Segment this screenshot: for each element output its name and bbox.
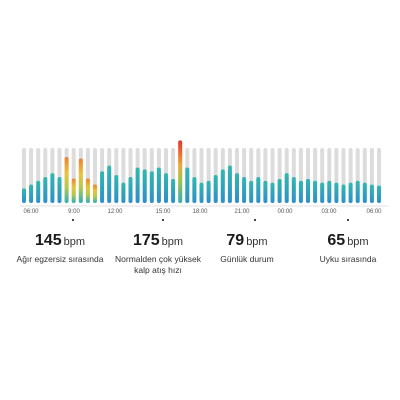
stat-label: Günlük durum bbox=[220, 254, 274, 264]
x-tick-label: 18:00 bbox=[192, 209, 208, 215]
heart-rate-bar bbox=[199, 182, 204, 203]
x-tick-label: 21:00 bbox=[234, 209, 250, 215]
heart-rate-bar bbox=[277, 178, 282, 203]
stat-label: Normalden çok yüksek kalp atış hızı bbox=[115, 254, 201, 275]
heart-rate-bar bbox=[121, 182, 126, 203]
heart-rate-bar bbox=[192, 176, 197, 203]
stat-item: 65 bpm Uyku sırasında bbox=[298, 231, 398, 265]
stat-item: 79 bpm Günlük durum bbox=[197, 231, 297, 265]
heart-rate-bar bbox=[362, 182, 367, 203]
stat-unit: bpm bbox=[63, 236, 86, 248]
x-tick-label: 03:00 bbox=[321, 209, 337, 215]
heart-rate-bar bbox=[334, 182, 339, 203]
heart-rate-bar bbox=[64, 157, 69, 203]
heart-rate-bar bbox=[36, 180, 41, 203]
heart-rate-bar bbox=[284, 173, 289, 203]
stat-marker-dot bbox=[253, 218, 257, 222]
x-tick-label: 06:00 bbox=[23, 209, 39, 215]
stat-item: 145 bpm Ağır egzersiz sırasında bbox=[10, 231, 110, 265]
stat-unit: bpm bbox=[347, 236, 369, 248]
heart-rate-bar bbox=[171, 178, 176, 203]
heart-rate-bar bbox=[85, 178, 90, 203]
heart-rate-bar bbox=[78, 158, 83, 203]
heart-rate-bar bbox=[249, 180, 254, 203]
heart-rate-bar bbox=[93, 184, 97, 203]
heart-rate-bar bbox=[156, 167, 161, 203]
stat-value: 145 bbox=[34, 232, 62, 249]
heart-rate-bar bbox=[256, 176, 261, 203]
heart-rate-bar bbox=[270, 182, 275, 203]
heart-rate-bar bbox=[164, 173, 168, 203]
x-tick-label: 12:00 bbox=[107, 209, 123, 215]
heart-rate-bar bbox=[377, 185, 381, 203]
heart-rate-bar bbox=[242, 176, 247, 203]
heart-rate-bar bbox=[206, 180, 211, 203]
x-tick-label: 06:00 bbox=[366, 209, 382, 215]
stat-unit: bpm bbox=[246, 236, 268, 248]
x-tick-label: 9:00 bbox=[68, 209, 80, 215]
stat-marker-dot bbox=[71, 218, 75, 222]
heart-rate-bar bbox=[320, 182, 325, 203]
stat-label: Ağır egzersiz sırasında bbox=[16, 254, 104, 264]
x-tick-label: 15:00 bbox=[155, 209, 171, 215]
heart-rate-bar bbox=[220, 169, 225, 203]
heart-rate-bar bbox=[313, 180, 318, 203]
heart-rate-bar bbox=[369, 184, 374, 203]
heart-rate-bar bbox=[128, 176, 133, 203]
heart-rate-chart: 06:00 9:00 12:00 15:00 18:00 21:00 00:00 03:00 0… bbox=[20, 140, 388, 222]
stat-item: 175 bpm Normalden çok yüksek kalp atış hız… bbox=[108, 231, 208, 276]
x-tick-labels: 06:00 9:00 12:00 15:00 18:00 21:00 00:00 03:00 0… bbox=[23, 209, 382, 215]
stat-markers bbox=[71, 218, 350, 222]
stat-label: Uyku sırasında bbox=[319, 254, 377, 264]
heart-rate-bar bbox=[114, 175, 119, 203]
bar-series bbox=[22, 140, 381, 203]
stat-value: 175 bbox=[132, 232, 160, 249]
stat-value: 79 bbox=[226, 232, 245, 249]
stat-value-line: 175 bpm bbox=[108, 231, 208, 252]
x-tick-label: 00:00 bbox=[277, 209, 293, 215]
stat-marker-dot bbox=[161, 218, 165, 222]
stat-value-line: 145 bpm bbox=[10, 231, 110, 252]
heart-rate-bar bbox=[355, 180, 360, 203]
stat-unit: bpm bbox=[161, 236, 184, 248]
heart-rate-bar bbox=[29, 184, 34, 203]
heart-rate-bar bbox=[263, 180, 268, 203]
heart-rate-bar bbox=[71, 178, 76, 203]
heart-rate-bar bbox=[178, 140, 183, 203]
heart-rate-bar bbox=[135, 167, 140, 203]
stat-value: 65 bbox=[327, 232, 346, 249]
heart-rate-bar bbox=[149, 171, 154, 203]
heart-rate-bar bbox=[348, 182, 353, 203]
heart-rate-bar bbox=[298, 180, 303, 203]
heart-rate-bar bbox=[213, 175, 218, 203]
heart-rate-bar bbox=[50, 173, 55, 203]
heart-rate-bar bbox=[100, 171, 105, 203]
heart-rate-bar bbox=[227, 165, 232, 203]
heart-rate-bar bbox=[341, 184, 346, 203]
heart-rate-bar bbox=[291, 176, 296, 203]
stat-value-line: 79 bpm bbox=[197, 231, 297, 252]
heart-rate-bar bbox=[57, 176, 62, 203]
stat-value-line: 65 bpm bbox=[298, 231, 398, 252]
heart-rate-bar bbox=[43, 176, 48, 203]
heart-rate-bar bbox=[235, 173, 239, 203]
heart-rate-bar bbox=[22, 188, 26, 203]
heart-rate-bar bbox=[327, 180, 332, 203]
heart-rate-bar bbox=[306, 178, 310, 203]
stat-marker-dot bbox=[346, 218, 350, 222]
heart-rate-bar bbox=[107, 165, 112, 203]
heart-rate-bar bbox=[142, 169, 147, 203]
heart-rate-bar bbox=[185, 167, 190, 203]
